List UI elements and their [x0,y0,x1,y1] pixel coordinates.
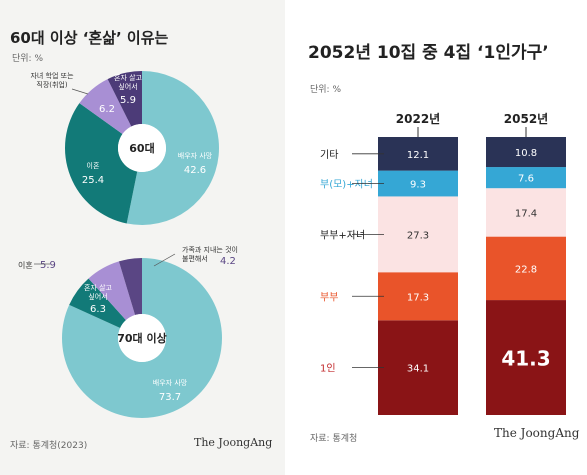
bar-0-y_parent [378,170,458,197]
bar-1-y_etc [486,137,566,168]
bar-0-value-y_couple: 17.3 [407,292,429,303]
pie1-label-text: 이혼 [87,161,100,170]
pie1-slice-divorce [65,103,138,224]
right-source: 자료: 통계청 [310,434,358,444]
pie2-hole [118,314,166,362]
pie1-label-text: 싶어서 [118,82,137,91]
pie1-label-text: 자녀 학업 또는 [30,71,74,80]
pie1-leader-line [71,88,89,95]
pie1-label-divorce: 이혼 25.4 [82,161,104,186]
right-brand: The JoongAng [494,426,580,440]
bar-0-y_couple [378,272,458,321]
pie2-label-text: 혼자 살고 [84,283,113,292]
pie2-leader-line [153,253,176,267]
bar-0-value-y_couple_child: 27.3 [407,230,429,241]
bar-1-y_single [486,300,566,415]
left-source: 자료: 통계청(2023) [10,441,88,451]
bar-0-y_etc [378,137,458,171]
pie1-slice-spouse [126,71,220,226]
pie2-slice-work [88,261,136,321]
pie2-slice-family [118,258,142,316]
pie1-label-text: 혼자 살고 [114,73,143,82]
bar-1-y_couple_child [486,188,566,237]
pie2-label-text: 싶어서 [88,292,107,301]
pie2-value: 4.2 [220,256,236,267]
left-brand: The JoongAng [194,436,273,449]
bar-category-0: 2022년 [396,112,440,126]
pie1-hole [118,124,166,172]
pie2-label-divorce: 5.9 [40,260,56,271]
pie1-value: 5.9 [120,95,136,106]
bar-1-y_parent [486,167,566,189]
legend-label-y_single: 1인 [320,363,336,375]
bar-1-value-y_parent: 7.6 [518,174,534,185]
pie1-label-text: 직장(취업) [36,80,67,89]
pie2-value: 73.7 [159,392,181,403]
left-title: 60대 이상 ‘혼삶’ 이유는 [10,29,169,47]
bar-0-y_couple_child [378,196,458,273]
right-panel: 2052년 10집 중 4집 ‘1인가구’ 단위: % 2022년 2052년 34… [296,0,587,475]
pie1-slice-alone [107,71,142,127]
bar-1-y_couple [486,236,566,301]
left-unit: 단위: % [12,54,44,64]
pie2-slice-spouse [62,258,223,418]
right-unit: 단위: % [310,85,342,95]
legend-label-y_parent: 부(모)+자녀 [320,179,373,191]
bar-0-value-y_parent: 9.3 [410,180,426,191]
pie2-slice-divorce [69,278,126,329]
pie1-label-text: 배우자 사망 [178,151,213,160]
legend-label-y_etc: 기타 [320,149,338,161]
pie2-label-text: 배우자 사망 [153,378,188,387]
bar-1-value-y_couple_child: 17.4 [515,208,537,219]
pie2-divorce-name: 이혼 [18,260,33,270]
pie1-value: 42.6 [184,165,206,176]
bar-0-y_single [378,320,458,415]
legend-label-y_couple: 부부 [320,292,338,303]
pie2-label-spouse: 배우자 사망 73.7 [153,378,188,403]
right-title: 2052년 10집 중 4집 ‘1인가구’ [308,43,549,63]
pie2-value: 6.3 [90,304,106,315]
bar-0-value-y_etc: 12.1 [407,150,429,161]
pie1-center-label: 60대 [129,141,154,155]
stacked-bar-chart: 2022년 2052년 34.1 1인 17.3 부부 27.3 부부+자녀 9.3 부(모)+자… [320,112,566,415]
pie2-label-text: 가족과 지내는 것이 [182,245,238,254]
pie2-value: 5.9 [40,260,56,271]
bar-1-value-y_etc: 10.8 [515,148,537,159]
pie1-value: 6.2 [99,104,115,115]
bar-0-value-y_single: 34.1 [407,364,429,375]
bar-1-value-y_single: 41.3 [501,347,550,371]
pie1-value: 25.4 [82,175,104,186]
pie1-slice-work [79,79,132,135]
pie2-label-text: 불편해서 [182,254,208,263]
legend-label-y_couple_child: 부부+자녀 [320,229,365,241]
bar-1-value-y_couple: 22.8 [515,264,537,275]
bar-category-1: 2052년 [504,112,548,126]
pie1-label-spouse: 배우자 사망 42.6 [178,151,213,176]
pie2-center-label: 70대 이상 [117,331,167,345]
